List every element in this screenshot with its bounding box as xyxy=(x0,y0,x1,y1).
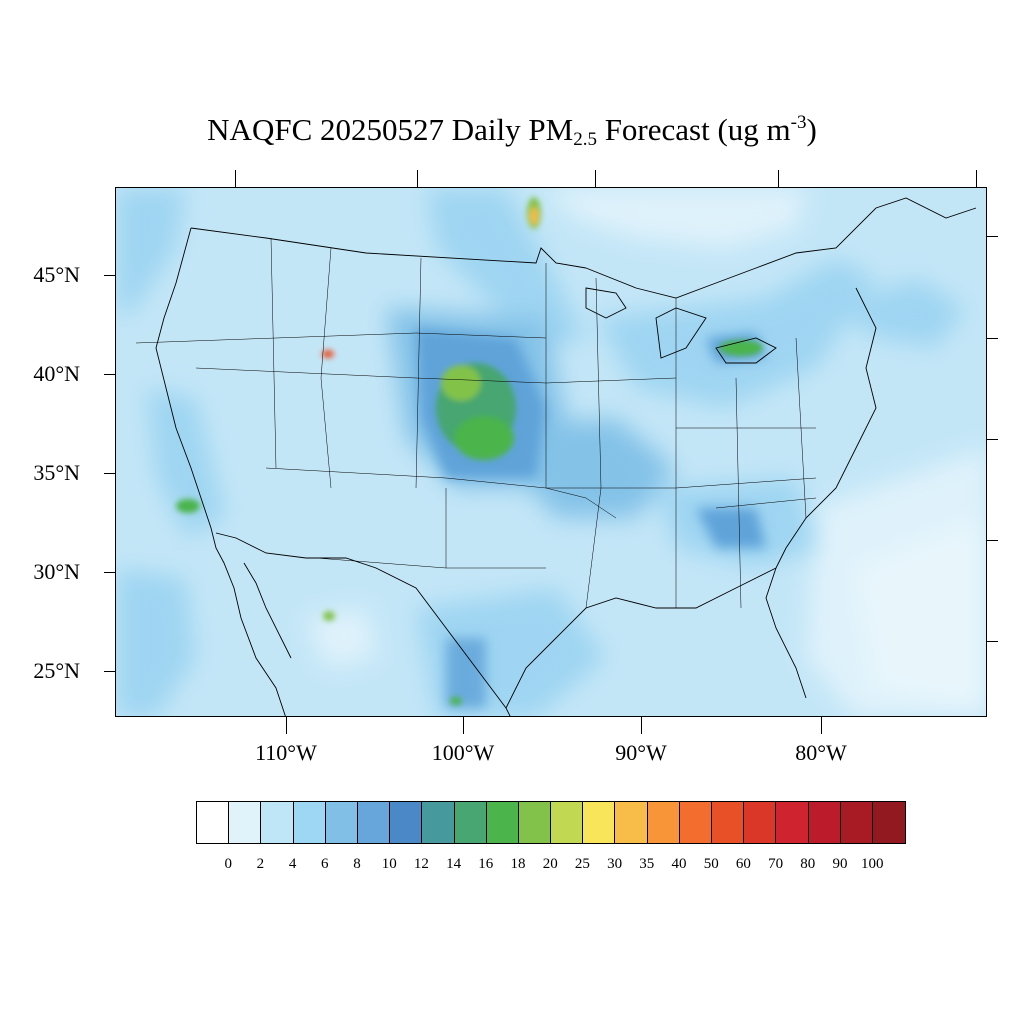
pm25-field-map xyxy=(116,188,986,716)
tick-bottom-90w xyxy=(641,717,642,734)
colorbar-box-10 xyxy=(518,802,552,843)
tick-right-4 xyxy=(987,540,998,541)
colorbar-box-13 xyxy=(615,802,648,843)
colorbar-box-14 xyxy=(647,802,680,843)
map-panel xyxy=(115,187,987,717)
colorbar-label-8: 8 xyxy=(353,856,361,872)
lon-label-100w: 100°W xyxy=(431,740,495,765)
tick-bottom-110w xyxy=(286,717,287,734)
title-middle: Forecast (ug m xyxy=(596,112,791,147)
page-title: NAQFC 20250527 Daily PM2.5 Forecast (ug … xyxy=(0,112,1024,151)
lat-label-45n: 45°N xyxy=(33,262,80,287)
tick-top-5 xyxy=(976,170,977,187)
colorbar-box-8 xyxy=(454,802,487,843)
colorbar-box-6 xyxy=(390,802,423,843)
colorbar-box-2 xyxy=(261,802,294,843)
lat-label-35n: 35°N xyxy=(33,460,80,485)
tick-top-4 xyxy=(778,170,779,187)
tick-bottom-100w xyxy=(463,717,464,734)
colorbar-box-3 xyxy=(293,802,326,843)
colorbar-label-10: 10 xyxy=(381,856,397,872)
lon-label-90w: 90°W xyxy=(615,740,667,765)
title-prefix: NAQFC 20250527 Daily PM xyxy=(207,112,574,147)
colorbar-box-18 xyxy=(776,802,809,843)
tick-right-1 xyxy=(987,236,998,237)
colorbar-box-7 xyxy=(422,802,455,843)
colorbar-label-0: 0 xyxy=(224,856,232,872)
colorbar-label-12: 12 xyxy=(413,856,429,872)
colorbar-label-18: 18 xyxy=(510,856,526,872)
lon-label-80w: 80°W xyxy=(795,740,847,765)
tick-right-2 xyxy=(987,338,998,339)
colorbar-label-2: 2 xyxy=(256,856,265,872)
colorbar xyxy=(196,801,907,844)
colorbar-label-90: 90 xyxy=(832,856,848,872)
tick-top-3 xyxy=(595,170,596,187)
colorbar-label-80: 80 xyxy=(800,856,816,872)
tick-left-35n xyxy=(104,473,115,474)
low-concentration-areas xyxy=(116,188,986,716)
tick-right-5 xyxy=(987,641,998,642)
coastlines-and-borders xyxy=(155,197,977,716)
tick-right-3 xyxy=(987,439,998,440)
lat-label-40n: 40°N xyxy=(33,361,80,386)
title-subscript: 2.5 xyxy=(573,129,597,150)
colorbar-box-0 xyxy=(197,802,230,843)
colorbar-label-60: 60 xyxy=(735,856,751,872)
colorbar-box-17 xyxy=(744,802,777,843)
tick-bottom-80w xyxy=(821,717,822,734)
colorbar-box-21 xyxy=(872,802,906,843)
colorbar-label-4: 4 xyxy=(288,856,297,872)
colorbar-box-16 xyxy=(712,802,745,843)
colorbar-box-20 xyxy=(840,802,873,843)
colorbar-label-70: 70 xyxy=(768,856,784,872)
colorbar-label-20: 20 xyxy=(542,856,558,872)
colorbar-box-4 xyxy=(325,802,358,843)
state-boundaries xyxy=(135,237,817,609)
colorbar-box-5 xyxy=(357,802,391,843)
colorbar-label-6: 6 xyxy=(321,856,329,872)
colorbar-label-25: 25 xyxy=(574,856,590,872)
colorbar-label-14: 14 xyxy=(446,856,462,872)
colorbar-label-40: 40 xyxy=(671,856,687,872)
colorbar-box-15 xyxy=(679,802,712,843)
lat-label-30n: 30°N xyxy=(33,559,80,584)
title-superscript: -3 xyxy=(790,112,807,133)
colorbar-label-16: 16 xyxy=(478,856,494,872)
tick-left-25n xyxy=(104,671,115,672)
hotspots xyxy=(176,197,763,705)
tick-top-2 xyxy=(417,170,418,187)
colorbar-box-12 xyxy=(583,802,616,843)
tick-top-1 xyxy=(235,170,236,187)
colorbar-label-35: 35 xyxy=(639,856,655,872)
colorbar-label-30: 30 xyxy=(607,856,623,872)
colorbar-label-50: 50 xyxy=(703,856,719,872)
colorbar-box-11 xyxy=(551,802,584,843)
colorbar-label-100: 100 xyxy=(860,856,884,872)
colorbar-box-9 xyxy=(486,802,519,843)
title-suffix: ) xyxy=(806,112,817,147)
colorbar-box-19 xyxy=(808,802,841,843)
tick-left-40n xyxy=(104,374,115,375)
lat-label-25n: 25°N xyxy=(33,658,80,683)
colorbar-box-1 xyxy=(229,802,262,843)
lon-label-110w: 110°W xyxy=(255,740,317,765)
tick-left-30n xyxy=(104,572,115,573)
tick-left-45n xyxy=(104,275,115,276)
